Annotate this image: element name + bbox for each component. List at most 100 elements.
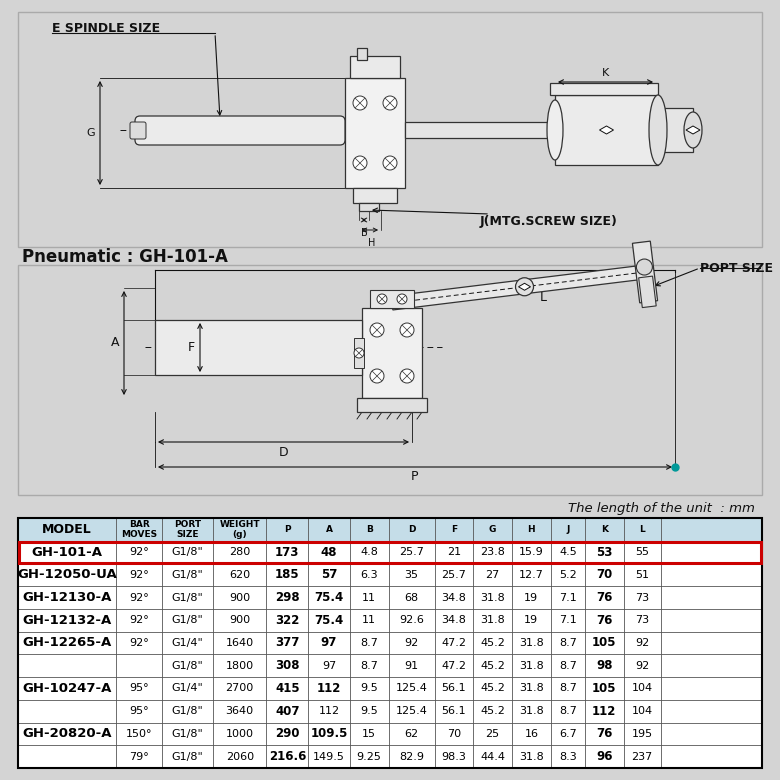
Text: 73: 73 — [635, 615, 649, 626]
Text: E SPINDLE SIZE: E SPINDLE SIZE — [52, 22, 160, 35]
Polygon shape — [633, 241, 658, 303]
Text: 8.3: 8.3 — [559, 752, 576, 761]
Text: 104: 104 — [632, 683, 653, 693]
Text: B: B — [360, 228, 367, 238]
Text: 73: 73 — [635, 593, 649, 602]
Text: F: F — [451, 525, 457, 534]
Text: 76: 76 — [596, 728, 612, 740]
Circle shape — [353, 96, 367, 110]
Circle shape — [370, 369, 384, 383]
Polygon shape — [686, 126, 700, 134]
Text: 96: 96 — [596, 750, 612, 763]
Text: 76: 76 — [596, 614, 612, 627]
Circle shape — [516, 278, 534, 296]
Text: 55: 55 — [635, 547, 649, 557]
Text: 31.8: 31.8 — [480, 593, 505, 602]
Bar — [555, 95, 658, 165]
Text: 70: 70 — [447, 729, 461, 739]
Text: 45.2: 45.2 — [480, 638, 505, 648]
Text: 112: 112 — [317, 682, 341, 695]
Text: 97: 97 — [322, 661, 336, 671]
Text: 8.7: 8.7 — [559, 683, 576, 693]
Text: 68: 68 — [405, 593, 419, 602]
Text: H: H — [368, 238, 376, 248]
Text: 44.4: 44.4 — [480, 752, 505, 761]
Text: 5.2: 5.2 — [559, 570, 576, 580]
Text: 2060: 2060 — [225, 752, 254, 761]
Text: 237: 237 — [632, 752, 653, 761]
Text: GH-101-A: GH-101-A — [32, 545, 103, 558]
Text: 1800: 1800 — [225, 661, 254, 671]
Circle shape — [400, 323, 414, 337]
Text: 620: 620 — [229, 570, 250, 580]
Text: 45.2: 45.2 — [480, 706, 505, 716]
Text: 407: 407 — [275, 704, 300, 718]
Text: 105: 105 — [592, 682, 616, 695]
Text: 8.7: 8.7 — [559, 661, 576, 671]
Text: Pneumatic : GH-101-A: Pneumatic : GH-101-A — [22, 248, 228, 266]
Ellipse shape — [649, 95, 667, 165]
Circle shape — [353, 156, 367, 170]
Text: 27: 27 — [485, 570, 500, 580]
Bar — [359, 203, 379, 211]
Text: 31.8: 31.8 — [480, 615, 505, 626]
Text: 1640: 1640 — [225, 638, 254, 648]
Text: 8.7: 8.7 — [559, 638, 576, 648]
Text: MODEL: MODEL — [42, 523, 92, 536]
Text: 377: 377 — [275, 636, 300, 650]
Text: G1/8": G1/8" — [172, 729, 204, 739]
Text: PORT
SIZE: PORT SIZE — [174, 520, 201, 539]
Text: 79°: 79° — [129, 752, 149, 761]
Text: G1/8": G1/8" — [172, 593, 204, 602]
Text: 19: 19 — [524, 615, 538, 626]
Bar — [18, 518, 762, 768]
Text: POPT SIZE: POPT SIZE — [700, 261, 773, 275]
Text: 92: 92 — [405, 638, 419, 648]
Text: G1/8": G1/8" — [172, 615, 204, 626]
Text: 11: 11 — [362, 615, 376, 626]
Text: 62: 62 — [405, 729, 419, 739]
Text: D: D — [408, 525, 415, 534]
Text: 4.8: 4.8 — [360, 547, 378, 557]
Text: 19: 19 — [524, 593, 538, 602]
Text: 150°: 150° — [126, 729, 153, 739]
Text: 125.4: 125.4 — [395, 683, 427, 693]
Text: 31.8: 31.8 — [519, 752, 544, 761]
Text: BAR
MOVES: BAR MOVES — [121, 520, 158, 539]
Text: G: G — [489, 525, 496, 534]
Text: 415: 415 — [275, 682, 300, 695]
Text: 216.6: 216.6 — [268, 750, 306, 763]
Text: 308: 308 — [275, 659, 300, 672]
Bar — [354, 338, 364, 368]
Bar — [550, 83, 658, 95]
Text: 900: 900 — [229, 615, 250, 626]
Text: 95°: 95° — [129, 706, 149, 716]
Text: A: A — [325, 525, 332, 534]
Text: 25.7: 25.7 — [441, 570, 466, 580]
Text: 95°: 95° — [129, 683, 149, 693]
Text: 57: 57 — [321, 569, 337, 581]
Bar — [19, 541, 761, 562]
Text: 9.5: 9.5 — [360, 683, 378, 693]
Text: F: F — [187, 341, 194, 354]
Text: 4.5: 4.5 — [559, 547, 576, 557]
Text: 322: 322 — [275, 614, 300, 627]
Polygon shape — [639, 276, 656, 307]
Circle shape — [354, 348, 364, 358]
Circle shape — [397, 294, 407, 304]
Circle shape — [377, 294, 387, 304]
Text: 47.2: 47.2 — [441, 661, 466, 671]
Circle shape — [636, 259, 652, 275]
Text: 15: 15 — [362, 729, 376, 739]
Text: K: K — [601, 525, 608, 534]
Circle shape — [383, 96, 397, 110]
Text: 31.8: 31.8 — [519, 683, 544, 693]
Text: 195: 195 — [632, 729, 653, 739]
Text: GH-10247-A: GH-10247-A — [23, 682, 112, 695]
Text: J(MTG.SCREW SIZE): J(MTG.SCREW SIZE) — [480, 215, 618, 228]
Text: 25.7: 25.7 — [399, 547, 424, 557]
Text: G1/8": G1/8" — [172, 547, 204, 557]
Text: 82.9: 82.9 — [399, 752, 424, 761]
Text: 6.7: 6.7 — [559, 729, 576, 739]
Text: GH-12265-A: GH-12265-A — [23, 636, 112, 650]
